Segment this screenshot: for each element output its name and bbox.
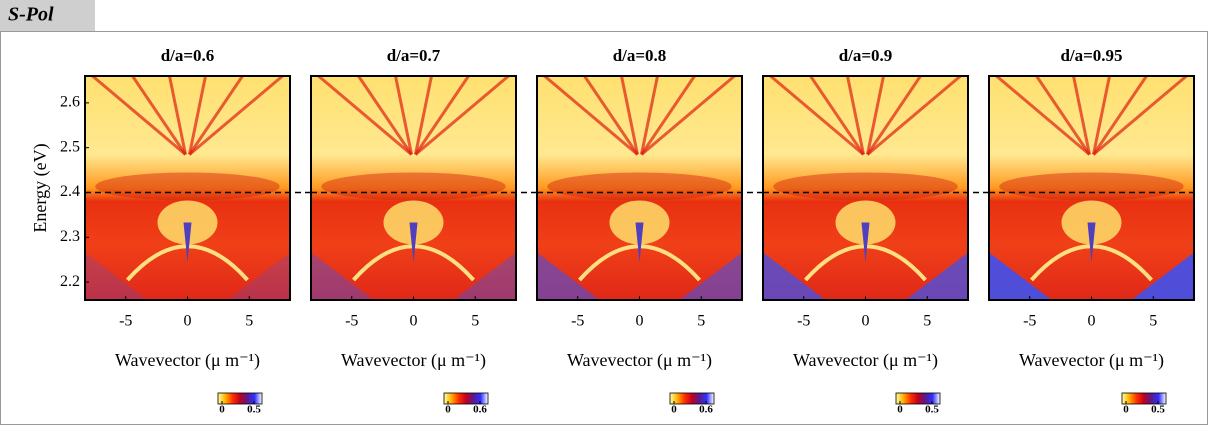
x-tick-label: -5 [345,313,358,330]
colorbar-tick-label: 0.6 [473,404,487,416]
y-axis-label: Energy (eV) [30,143,51,232]
x-tick-label: 0 [410,313,418,330]
colorbar-tick-label: 0.6 [699,404,713,416]
heatmap [85,76,290,300]
x-tick-label: -5 [571,313,584,330]
x-axis-label: Wavevector (μ m⁻¹) [341,350,486,371]
heatmap [989,76,1194,300]
colorbar-tick-label: 0 [671,404,677,416]
colorbar-tick-label: 0 [897,404,903,416]
x-tick-label: -5 [119,313,132,330]
x-tick-label: 0 [636,313,644,330]
x-tick-label: -5 [1023,313,1036,330]
x-tick-label: 5 [1149,313,1157,330]
x-tick-label: 0 [184,313,192,330]
colorbar-tick-label: 0.5 [247,404,261,416]
colorbar [669,392,715,405]
colorbar-tick-label: 0.5 [925,404,939,416]
header: S-Pol [8,4,54,26]
x-tick-label: 0 [862,313,870,330]
colorbar [443,392,489,405]
panel-title: d/a=0.8 [613,46,667,65]
colorbar-tick-label: 0.5 [1151,404,1165,416]
heatmap [537,76,742,300]
y-tick-label: 2.3 [60,228,80,245]
x-axis-label: Wavevector (μ m⁻¹) [1019,350,1164,371]
x-tick-label: -5 [797,313,810,330]
x-axis-label: Wavevector (μ m⁻¹) [793,350,938,371]
colorbar [895,392,941,405]
heatmap [311,76,516,300]
panel-title: d/a=0.7 [387,46,441,65]
x-tick-label: 5 [245,313,253,330]
colorbar [217,392,263,405]
heatmap [763,76,968,300]
y-tick-label: 2.6 [60,94,80,111]
x-axis-label: Wavevector (μ m⁻¹) [567,350,712,371]
y-tick-label: 2.5 [60,138,80,155]
header-tab [0,0,95,31]
y-tick-label: 2.2 [60,273,80,290]
x-tick-label: 0 [1088,313,1096,330]
x-tick-label: 5 [923,313,931,330]
x-tick-label: 5 [471,313,479,330]
colorbar [1121,392,1167,405]
x-axis-label: Wavevector (μ m⁻¹) [115,350,260,371]
x-tick-label: 5 [697,313,705,330]
panel-title: d/a=0.6 [161,46,215,65]
colorbar-tick-label: 0 [1123,404,1129,416]
panel-title: d/a=0.95 [1060,46,1122,65]
colorbar-tick-label: 0 [445,404,451,416]
y-tick-label: 2.4 [60,183,80,200]
colorbar-tick-label: 0 [219,404,225,416]
panel-title: d/a=0.9 [839,46,893,65]
